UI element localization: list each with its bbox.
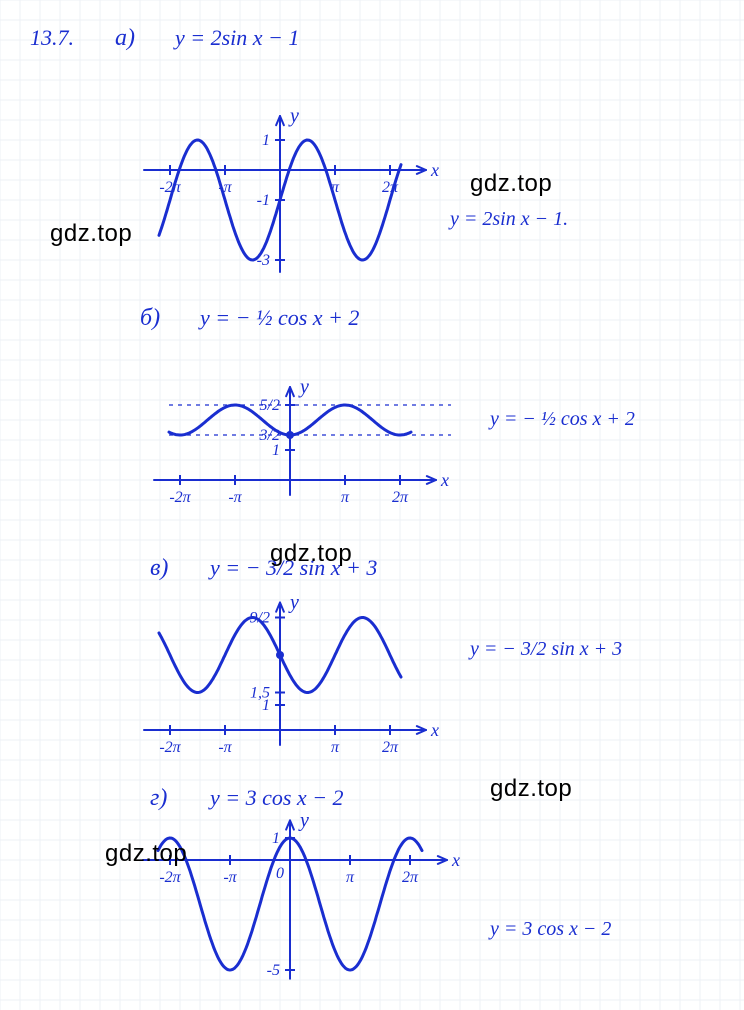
svg-text:-2π: -2π	[159, 739, 181, 756]
svg-text:-5: -5	[267, 962, 280, 979]
svg-text:-π: -π	[218, 739, 232, 756]
svg-text:π: π	[346, 869, 355, 886]
panel-b: б)y = − ½ cos x + 2xy-2π-ππ2π5/23/21y = …	[140, 305, 635, 506]
svg-text:2π: 2π	[392, 489, 409, 506]
watermark: gdz.top	[50, 220, 132, 248]
svg-text:1: 1	[262, 132, 270, 149]
svg-text:г): г)	[150, 785, 167, 811]
svg-text:π: π	[331, 739, 340, 756]
svg-text:13.7.: 13.7.	[30, 25, 74, 50]
svg-text:-2π: -2π	[169, 489, 191, 506]
watermark: gdz.top	[270, 540, 352, 568]
svg-text:y = − 3/2 sin x + 3: y = − 3/2 sin x + 3	[468, 638, 622, 660]
watermark: gdz.top	[470, 170, 552, 198]
svg-text:y: y	[298, 376, 309, 398]
svg-text:y: y	[288, 105, 299, 127]
panel-d: г) y = 3 cos x − 2 x y -2π -π π 2π 1 -5 y = 3 cos …	[143, 785, 611, 979]
svg-text:-1: -1	[257, 192, 270, 209]
svg-text:y = − ½ cos x + 2: y = − ½ cos x + 2	[488, 408, 635, 430]
svg-text:0: 0	[276, 865, 284, 882]
svg-text:y: y	[288, 592, 299, 614]
svg-text:б): б)	[140, 305, 160, 331]
watermark: gdz.top	[490, 775, 572, 803]
svg-text:1: 1	[272, 442, 280, 459]
svg-text:y = 3 cos x − 2: y = 3 cos x − 2	[488, 918, 611, 940]
svg-text:y: y	[298, 809, 309, 831]
svg-text:y = 2sin x − 1.: y = 2sin x − 1.	[448, 208, 568, 230]
svg-text:-2π: -2π	[159, 869, 181, 886]
watermark: gdz.top	[105, 840, 187, 868]
svg-text:2π: 2π	[382, 739, 399, 756]
svg-text:1: 1	[272, 830, 280, 847]
svg-text:π: π	[341, 489, 350, 506]
svg-text:-π: -π	[223, 869, 237, 886]
svg-text:1: 1	[262, 697, 270, 714]
svg-text:x: x	[430, 720, 439, 740]
svg-text:2π: 2π	[402, 869, 419, 886]
svg-text:y = 3 cos x − 2: y = 3 cos x − 2	[208, 785, 344, 810]
svg-text:в): в)	[150, 555, 168, 581]
svg-text:а): а)	[115, 25, 135, 51]
svg-text:y = − ½ cos x + 2: y = − ½ cos x + 2	[198, 305, 359, 330]
svg-text:x: x	[440, 470, 449, 490]
panel-c: в)y = − 3/2 sin x + 3xy-2π-ππ2π9/21,51y …	[144, 555, 622, 756]
svg-text:-π: -π	[228, 489, 242, 506]
svg-text:y = 2sin x − 1: y = 2sin x − 1	[173, 25, 299, 50]
svg-text:x: x	[451, 850, 460, 870]
svg-text:x: x	[430, 160, 439, 180]
